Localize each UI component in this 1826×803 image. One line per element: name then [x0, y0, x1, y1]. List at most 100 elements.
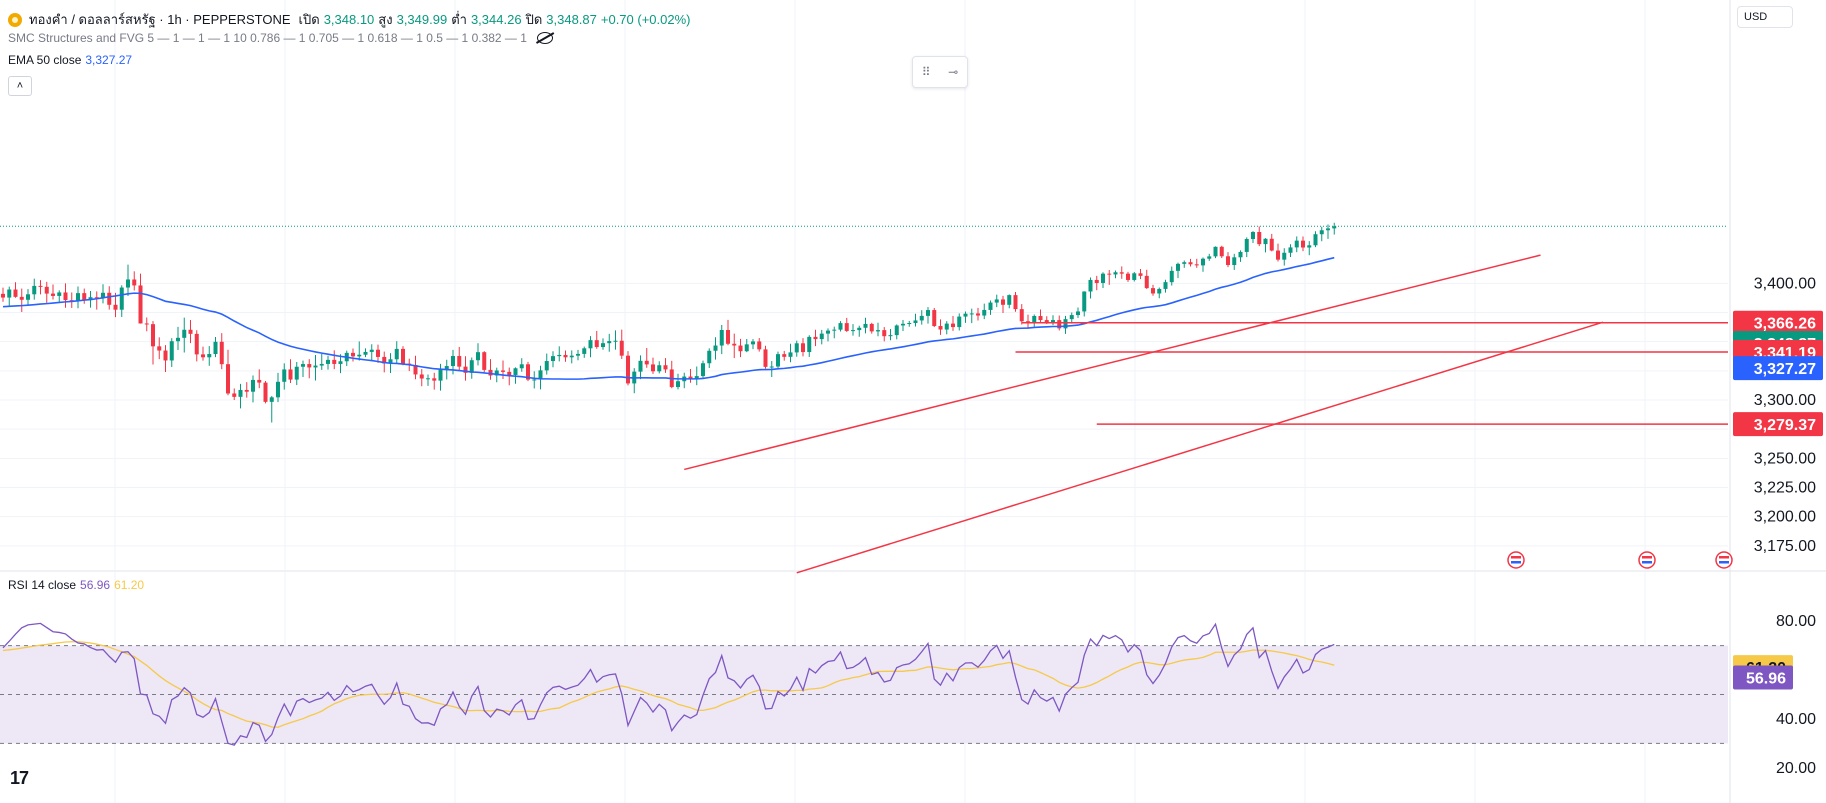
event-flag-stripe: [1642, 556, 1652, 559]
candle-body: [169, 341, 174, 361]
candle-body: [944, 323, 949, 330]
event-flag-icon: [1638, 551, 1656, 569]
ema-value: 3,327.27: [85, 53, 133, 67]
candle-body: [1051, 320, 1055, 323]
candle-body: [551, 356, 555, 362]
low-value: 3,344.26: [470, 12, 522, 27]
candle-body: [563, 354, 568, 358]
candle-body: [1226, 256, 1230, 266]
candle-body: [1276, 250, 1280, 260]
candle-body: [301, 364, 305, 367]
candle-body: [1194, 264, 1199, 266]
candle-body: [1019, 309, 1024, 322]
floating-drawing-toolbar[interactable]: ⠿ ⊸: [912, 56, 968, 88]
candle-body: [1332, 226, 1337, 229]
candle-body: [201, 354, 205, 358]
candle-body: [388, 359, 393, 364]
line-tool-icon[interactable]: ⊸: [948, 65, 959, 79]
candle-body: [1038, 316, 1043, 321]
candle-body: [1001, 299, 1005, 305]
symbol-title[interactable]: ทองคำ / ดอลลาร์สหรัฐ · 1h · PEPPERSTONE: [29, 12, 291, 27]
candle-body: [313, 365, 318, 368]
candle-body: [126, 279, 130, 288]
candle-body: [651, 364, 655, 372]
candle-body: [969, 313, 974, 315]
candle-body: [7, 289, 12, 298]
candle-body: [144, 323, 149, 325]
rsi-indicator-legend[interactable]: RSI 14 close 56.96 61.20: [8, 578, 144, 592]
event-flag-stripe: [1719, 556, 1729, 559]
candle-body: [982, 309, 987, 316]
candle-body: [963, 313, 968, 317]
high-label: สูง: [378, 12, 393, 27]
candle-body: [813, 336, 818, 340]
candle-body: [394, 348, 399, 360]
candle-body: [32, 285, 37, 295]
candle-body: [719, 330, 724, 346]
candle-body: [688, 376, 693, 379]
event-flag-icon: [1507, 551, 1525, 569]
candle-body: [738, 345, 743, 352]
candle-body: [613, 340, 618, 342]
candle-body: [657, 365, 662, 372]
rsi-line: [2, 622, 1335, 746]
price-label-text: 3,279.37: [1754, 417, 1816, 434]
candle-body: [1326, 228, 1330, 231]
hidden-eye-icon[interactable]: [536, 32, 553, 44]
candle-body: [1088, 279, 1093, 292]
price-tick-label: 3,250.00: [1754, 450, 1816, 467]
candle-body: [1182, 262, 1187, 264]
candle-body: [1076, 311, 1080, 316]
event-flag-stripe: [1642, 561, 1652, 564]
candle-body: [594, 340, 599, 348]
drag-handle-icon[interactable]: ⠿: [921, 65, 931, 79]
candle-body: [276, 381, 280, 398]
candle-body: [957, 316, 962, 328]
candle-body: [194, 333, 199, 355]
candle-body: [757, 341, 762, 350]
smc-indicator-legend[interactable]: SMC Structures and FVG 5 — 1 — 1 — 1 10 …: [8, 31, 553, 45]
price-tick-label: 3,300.00: [1754, 392, 1816, 409]
candle-body: [851, 330, 855, 332]
candle-body: [1113, 272, 1118, 275]
economic-event-marker: [1638, 551, 1656, 569]
candle-body: [251, 379, 255, 392]
channel-upper-line: [684, 254, 1541, 471]
candle-body: [419, 374, 424, 379]
candle-body: [832, 329, 837, 331]
candle-body: [1069, 315, 1074, 320]
candle-body: [176, 337, 180, 342]
candle-body: [938, 326, 943, 330]
rsi-label: RSI 14 close: [8, 578, 77, 592]
candle-body: [801, 343, 805, 353]
tradingview-logo[interactable]: 17: [10, 768, 29, 788]
currency-selector[interactable]: USD: [1737, 6, 1793, 28]
candle-body: [569, 355, 574, 358]
candle-body: [1288, 247, 1293, 253]
candle-body: [707, 350, 712, 364]
candle-body: [13, 289, 18, 297]
ema-indicator-legend[interactable]: EMA 50 close 3,327.27: [8, 53, 132, 67]
candle-body: [1082, 291, 1087, 312]
candle-body: [744, 344, 749, 352]
candle-body: [507, 371, 512, 376]
candle-body: [138, 285, 143, 324]
candle-body: [244, 389, 249, 392]
collapse-legend-button[interactable]: ˄: [8, 76, 32, 96]
candle-body: [1057, 320, 1062, 329]
price-label-badge: [1733, 356, 1823, 381]
candle-body: [951, 323, 955, 328]
candle-body: [994, 299, 999, 303]
candle-body: [619, 340, 624, 356]
candle-body: [907, 323, 912, 324]
candle-body: [488, 369, 493, 376]
candle-body: [413, 365, 418, 375]
candle-body: [838, 323, 843, 330]
candle-body: [988, 302, 993, 310]
candle-body: [1119, 272, 1124, 274]
candle-body: [713, 345, 718, 351]
candle-body: [576, 353, 580, 356]
candle-body: [269, 397, 274, 402]
candle-body: [1219, 246, 1224, 257]
